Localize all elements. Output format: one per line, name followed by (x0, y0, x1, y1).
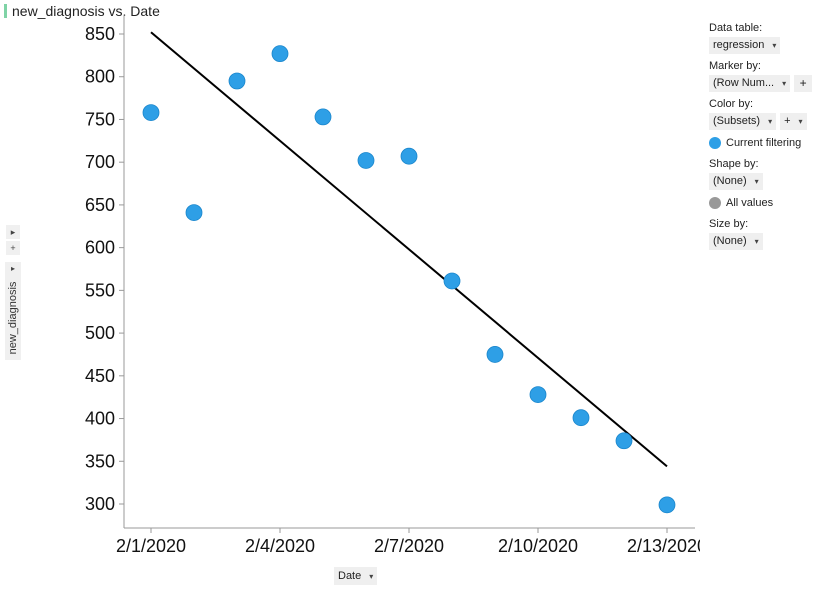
chevron-down-icon: ▾ (782, 78, 787, 88)
y-tick-labels: 300 350 400 450 500 550 600 650 700 750 800 850 (85, 24, 124, 514)
data-point[interactable] (185, 204, 203, 222)
color-legend-item[interactable]: Current filtering (709, 134, 821, 152)
data-point[interactable] (658, 496, 676, 514)
color-legend-label: Current filtering (726, 137, 802, 149)
y-axis-selector[interactable]: ▸ new_diagnosis (5, 262, 21, 360)
y-tick-label: 550 (85, 280, 115, 300)
expand-arrow-icon[interactable]: ▸ (6, 225, 20, 239)
chart-title-bar: new_diagnosis vs. Date (4, 3, 160, 19)
data-point[interactable] (357, 152, 375, 169)
shape-by-dropdown[interactable]: (None) ▾ (709, 172, 763, 190)
marker-by-label: Marker by: (709, 60, 761, 72)
chart-title: new_diagnosis vs. Date (12, 3, 160, 19)
x-axis-label: Date (338, 570, 362, 582)
title-accent-bar (4, 4, 7, 18)
shape-by-value: (None) (713, 174, 747, 187)
y-tick-label: 850 (85, 24, 115, 44)
data-points[interactable] (142, 45, 676, 514)
marker-add-button[interactable]: + (794, 74, 813, 92)
y-tick-label: 700 (85, 152, 115, 172)
chevron-down-icon: ▾ (754, 176, 759, 186)
shape-legend-item[interactable]: All values (709, 194, 821, 212)
chevron-down-icon: ▾ (754, 236, 759, 246)
shape-legend-label: All values (726, 197, 774, 209)
data-point[interactable] (271, 45, 289, 63)
gray-circle-icon (709, 197, 721, 209)
y-tick-label: 650 (85, 195, 115, 215)
data-point[interactable] (486, 346, 504, 363)
scatter-plot[interactable]: 300 350 400 450 500 550 600 650 700 750 800 850 2/1… (0, 0, 700, 560)
regression-line (150, 31, 668, 468)
data-point[interactable] (400, 147, 418, 165)
data-point[interactable] (572, 409, 590, 427)
marker-by-value: (Row Num... (713, 76, 775, 89)
y-tick-label: 450 (85, 366, 115, 386)
x-tick-label: 2/13/2020 (627, 536, 700, 556)
left-axis-tools: ▸ + (6, 225, 20, 257)
data-table-value: regression (713, 38, 765, 51)
data-table-label: Data table: (709, 22, 763, 34)
color-by-label: Color by: (709, 98, 754, 110)
x-tick-label: 2/1/2020 (116, 536, 186, 556)
y-tick-label: 300 (85, 494, 115, 514)
y-tick-label: 350 (85, 451, 115, 471)
color-add-button[interactable]: + ▾ (780, 112, 807, 130)
chevron-down-icon: ▾ (772, 40, 777, 50)
size-by-dropdown[interactable]: (None) ▾ (709, 232, 763, 250)
y-axis-arrow-icon[interactable]: ▸ (10, 264, 15, 273)
chevron-down-icon: ▾ (768, 116, 773, 126)
y-tick-label: 400 (85, 409, 115, 429)
legend-panel: Data table: regression ▾ Marker by: (Row… (709, 18, 821, 254)
x-tick-label: 2/7/2020 (374, 536, 444, 556)
shape-by-label: Shape by: (709, 158, 759, 170)
data-point[interactable] (228, 72, 246, 90)
data-point[interactable] (443, 272, 461, 290)
y-tick-label: 750 (85, 109, 115, 129)
x-tick-labels: 2/1/2020 2/4/2020 2/7/2020 2/10/2020 2/13/20… (116, 528, 700, 556)
size-by-value: (None) (713, 234, 747, 247)
regression-line-group (150, 31, 668, 468)
marker-by-dropdown[interactable]: (Row Num... ▾ (709, 74, 791, 92)
color-by-dropdown[interactable]: (Subsets) ▾ (709, 112, 777, 130)
x-tick-label: 2/10/2020 (498, 536, 578, 556)
x-axis-selector[interactable]: Date ▾ (334, 567, 378, 585)
size-by-label: Size by: (709, 218, 749, 230)
y-tick-label: 600 (85, 238, 115, 258)
chevron-down-icon: ▾ (798, 116, 803, 126)
plus-icon: + (784, 114, 791, 127)
data-point[interactable] (615, 432, 633, 450)
add-axis-icon[interactable]: + (6, 241, 20, 255)
y-tick-label: 500 (85, 323, 115, 343)
plot-axes (123, 15, 695, 529)
chevron-down-icon: ▾ (369, 571, 374, 581)
y-tick-label: 800 (85, 67, 115, 87)
data-point[interactable] (529, 386, 547, 404)
blue-circle-icon (709, 137, 721, 149)
color-by-value: (Subsets) (713, 114, 761, 127)
data-point[interactable] (142, 104, 160, 122)
data-table-dropdown[interactable]: regression ▾ (709, 36, 781, 54)
data-point[interactable] (314, 108, 332, 126)
x-tick-label: 2/4/2020 (245, 536, 315, 556)
